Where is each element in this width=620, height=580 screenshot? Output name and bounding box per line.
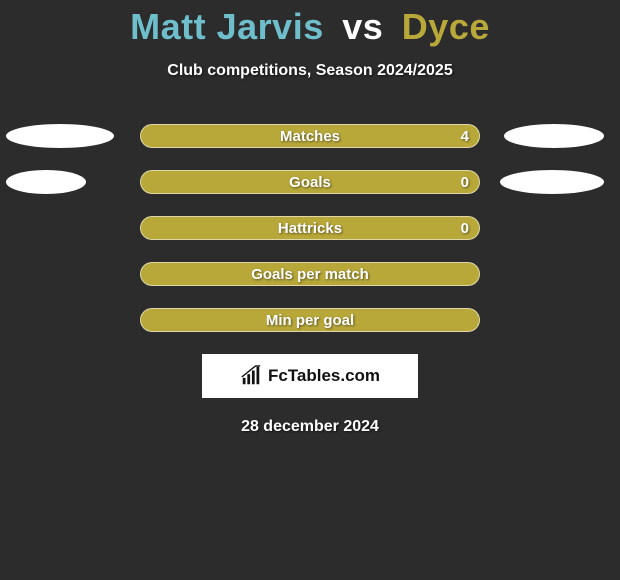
logo: FcTables.com bbox=[240, 365, 380, 387]
player2-name: Dyce bbox=[402, 6, 490, 47]
stat-label: Hattricks bbox=[141, 217, 479, 239]
player1-name: Matt Jarvis bbox=[130, 6, 324, 47]
left-ellipse bbox=[6, 124, 114, 148]
stat-row: Goals per match bbox=[0, 262, 620, 286]
stat-bar: Min per goal bbox=[140, 308, 480, 332]
stat-bar: Goals 0 bbox=[140, 170, 480, 194]
stat-label: Matches bbox=[141, 125, 479, 147]
left-ellipse bbox=[6, 170, 86, 194]
logo-box: FcTables.com bbox=[202, 354, 418, 398]
subtitle: Club competitions, Season 2024/2025 bbox=[0, 62, 620, 80]
stat-value: 0 bbox=[461, 171, 469, 193]
stat-rows: Matches 4 Goals 0 Hattricks 0 Goals bbox=[0, 124, 620, 332]
stat-label: Min per goal bbox=[141, 309, 479, 331]
logo-text: FcTables.com bbox=[268, 366, 380, 386]
stat-row: Hattricks 0 bbox=[0, 216, 620, 240]
barchart-icon bbox=[240, 365, 262, 387]
stat-label: Goals per match bbox=[141, 263, 479, 285]
right-ellipse bbox=[504, 124, 604, 148]
stat-value: 4 bbox=[461, 125, 469, 147]
page-title: Matt Jarvis vs Dyce bbox=[0, 0, 620, 48]
stat-label: Goals bbox=[141, 171, 479, 193]
stat-row: Goals 0 bbox=[0, 170, 620, 194]
stat-bar: Hattricks 0 bbox=[140, 216, 480, 240]
right-ellipse bbox=[500, 170, 604, 194]
stat-row: Min per goal bbox=[0, 308, 620, 332]
vs-text: vs bbox=[342, 6, 383, 47]
comparison-infographic: Matt Jarvis vs Dyce Club competitions, S… bbox=[0, 0, 620, 580]
date-text: 28 december 2024 bbox=[0, 418, 620, 436]
stat-row: Matches 4 bbox=[0, 124, 620, 148]
stat-value: 0 bbox=[461, 217, 469, 239]
stat-bar: Matches 4 bbox=[140, 124, 480, 148]
stat-bar: Goals per match bbox=[140, 262, 480, 286]
